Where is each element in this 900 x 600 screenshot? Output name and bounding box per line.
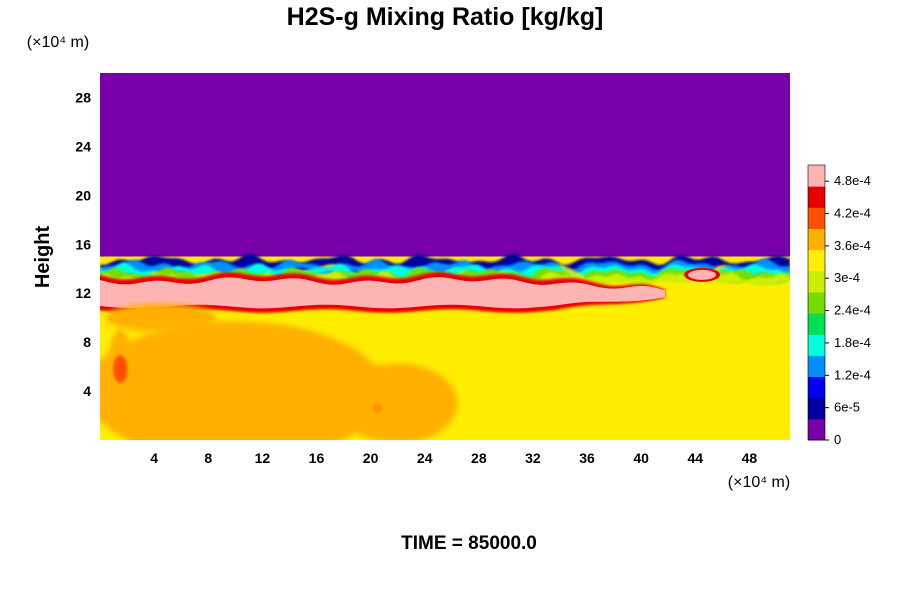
x-tick-label: 28 [471, 450, 487, 466]
colorbar-swatch [808, 228, 825, 251]
orange-eddy-left [161, 395, 214, 432]
colorbar-swatch [808, 313, 825, 335]
colorbar-swatch [808, 207, 825, 229]
chart-title: H2S-g Mixing Ratio [kg/kg] [287, 3, 604, 31]
x-tick-labels: 4 8 12 16 20 24 28 32 36 40 44 48 [150, 450, 757, 466]
field-top-layer [100, 73, 790, 257]
colorbar-swatch [808, 355, 825, 378]
colorbar-frame [807, 164, 826, 441]
y-tick-label: 28 [75, 89, 91, 105]
colorbar: 0 6e-5 1.2e-4 1.8e-4 2.4e-4 3e-4 3.6e-4 4.2e-4 4… [807, 164, 871, 447]
x-tick-label: 40 [633, 450, 649, 466]
colorbar-tick-label: 6e-5 [834, 400, 860, 415]
x-tick-label: 24 [417, 450, 433, 466]
colorbar-tick-label: 1.2e-4 [834, 367, 871, 382]
x-tick-label: 36 [579, 450, 595, 466]
colorbar-swatch [808, 165, 825, 187]
colorbar-swatch [808, 397, 825, 420]
colorbar-swatch [808, 249, 825, 272]
y-axis-label: Height [32, 226, 54, 289]
x-tick-label: 44 [688, 450, 704, 466]
colorbar-tick-label: 4.8e-4 [834, 173, 871, 188]
y-unit-label: (×10⁴ m) [27, 34, 89, 51]
orange-left-region [105, 303, 216, 332]
x-tick-label: 32 [525, 450, 541, 466]
x-tick-label: 20 [363, 450, 379, 466]
y-tick-label: 4 [83, 383, 91, 399]
interface-layer [100, 262, 790, 282]
x-tick-label: 4 [150, 450, 158, 466]
y-tick-label: 20 [75, 187, 91, 203]
colorbar-swatch [808, 270, 825, 293]
red-left-column [113, 355, 128, 384]
eddy-right-core [688, 269, 717, 280]
time-footer: TIME = 85000.0 [401, 533, 537, 554]
colorbar-swatch [808, 334, 825, 356]
y-tick-label: 12 [75, 285, 91, 301]
colorbar-swatch [808, 186, 825, 208]
x-tick-label: 16 [309, 450, 325, 466]
colorbar-tick-label: 3.6e-4 [834, 238, 871, 253]
y-tick-label: 16 [75, 236, 91, 252]
plume-core [100, 277, 665, 309]
colorbar-swatch [808, 376, 825, 399]
x-unit-label: (×10⁴ m) [728, 474, 790, 491]
colorbar-tick-label: 3e-4 [834, 270, 860, 285]
colorbar-tick-label: 4.2e-4 [834, 206, 871, 221]
colorbar-tick-label: 0 [834, 432, 841, 447]
y-tick-label: 24 [75, 138, 91, 154]
orange-eddy-mid-core [372, 403, 383, 414]
y-tick-label: 8 [83, 334, 91, 350]
y-tick-labels: 4 8 12 16 20 24 28 [75, 89, 91, 399]
colorbar-swatch [808, 291, 825, 314]
colorbar-tick-label: 1.8e-4 [834, 335, 871, 350]
x-tick-label: 48 [742, 450, 758, 466]
colorbar-tick-label: 2.4e-4 [834, 303, 871, 318]
x-tick-label: 8 [204, 450, 212, 466]
plot-area [100, 73, 790, 440]
colorbar-swatch [808, 418, 825, 441]
x-tick-label: 12 [255, 450, 271, 466]
